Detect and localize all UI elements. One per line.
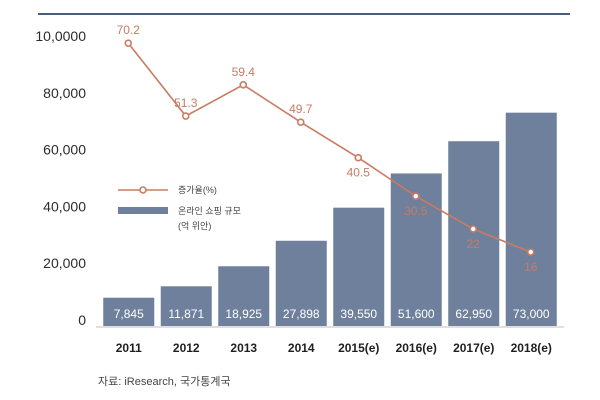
bar-data-labels: 7,845 11,871 18,925 27,898 39,550 51,600 62,95… (114, 307, 550, 321)
bar-value-label: 27,898 (283, 307, 320, 321)
legend-label-unit: (억 위안) (178, 220, 211, 231)
legend-item-rate: 증가율(%) (118, 185, 217, 195)
x-tick-label: 2018(e) (511, 341, 552, 355)
rate-line (127, 42, 532, 253)
x-axis: 2011 2012 2013 2014 2015(e) 2016(e) 2017(e) 201… (116, 341, 552, 355)
rate-point (296, 118, 305, 127)
rate-point (181, 112, 190, 120)
bar (505, 112, 557, 327)
bar (218, 266, 270, 326)
rate-value-label: 30.5 (404, 204, 428, 218)
y-tick-label: 0 (78, 312, 86, 328)
y-tick-label: 10,0000 (35, 28, 86, 44)
rate-line-series (124, 39, 535, 256)
rate-value-label: 59.4 (232, 65, 256, 79)
bar-series (103, 112, 557, 327)
bar-value-label: 51,600 (398, 307, 435, 321)
rate-point (411, 192, 420, 201)
bar (275, 240, 327, 326)
rate-point (124, 39, 133, 47)
bar-value-label: 62,950 (455, 307, 492, 321)
bar-value-label: 7,845 (114, 307, 144, 321)
rate-point (526, 248, 535, 256)
x-tick-label: 2011 (116, 341, 142, 355)
rate-value-label: 40.5 (347, 166, 371, 180)
y-tick-label: 40,000 (43, 198, 86, 214)
rate-value-label: 16 (524, 260, 538, 274)
rate-point (354, 153, 363, 162)
x-tick-label: 2014 (288, 341, 315, 355)
bar-value-label: 73,000 (513, 307, 550, 321)
x-tick-label: 2012 (173, 341, 200, 355)
x-tick-label: 2013 (230, 341, 257, 355)
rate-value-label: 51.3 (174, 96, 198, 110)
source-note: 자료: iResearch, 국가통계국 (98, 375, 231, 388)
x-tick-label: 2015(e) (338, 341, 379, 355)
rate-point (239, 81, 248, 89)
x-tick-label: 2016(e) (396, 341, 437, 355)
legend-label-rate: 증가율(%) (178, 185, 217, 195)
bar-value-label: 11,871 (168, 307, 204, 321)
bar (160, 286, 212, 326)
bar (103, 297, 155, 326)
bar (333, 207, 385, 326)
legend-label-size: 온라인 쇼핑 규모 (178, 206, 241, 216)
bar (448, 141, 500, 326)
legend-swatch-bar (118, 207, 168, 214)
bar-value-label: 18,925 (225, 307, 262, 321)
rate-data-labels: 70.2 51.3 59.4 49.7 40.5 30.5 22 16 (117, 23, 538, 274)
legend-swatch-marker (139, 186, 147, 194)
y-tick-label: 20,000 (43, 255, 86, 271)
x-tick-label: 2017(e) (453, 341, 494, 355)
y-axis: 0 20,000 40,000 60,000 80,000 10,0000 (35, 28, 86, 328)
y-tick-label: 60,000 (43, 142, 86, 158)
rate-point (469, 225, 478, 233)
bar-value-label: 39,550 (340, 307, 377, 321)
rate-value-label: 22 (467, 237, 481, 251)
rate-value-label: 49.7 (289, 102, 313, 116)
legend-item-size: 온라인 쇼핑 규모 (억 위안) (118, 206, 241, 231)
legend: 증가율(%) 온라인 쇼핑 규모 (억 위안) (118, 185, 241, 231)
rate-value-label: 70.2 (117, 23, 141, 37)
y-tick-label: 80,000 (43, 85, 86, 101)
